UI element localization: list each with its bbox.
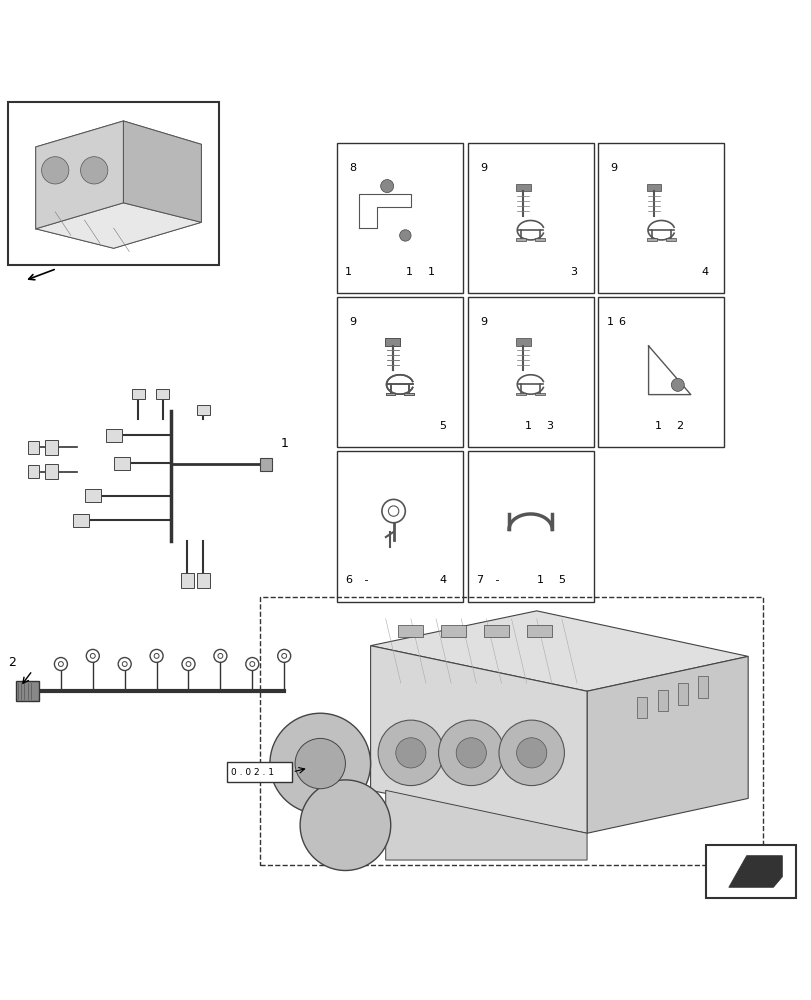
Text: 9: 9 bbox=[610, 163, 617, 173]
Bar bbox=[598, 297, 723, 447]
Bar bbox=[397, 625, 423, 637]
Circle shape bbox=[516, 738, 546, 768]
Polygon shape bbox=[385, 790, 586, 860]
Text: 7: 7 bbox=[475, 575, 483, 585]
Text: 8: 8 bbox=[349, 163, 356, 173]
Text: 1: 1 bbox=[524, 421, 530, 431]
Bar bbox=[697, 676, 707, 698]
Bar bbox=[646, 184, 660, 191]
Bar bbox=[196, 405, 209, 415]
Text: 6: 6 bbox=[618, 317, 625, 327]
Polygon shape bbox=[586, 656, 747, 833]
Bar bbox=[384, 338, 399, 346]
Text: 5: 5 bbox=[439, 421, 446, 431]
Bar bbox=[677, 683, 687, 705]
Bar bbox=[385, 393, 395, 395]
Bar bbox=[534, 238, 544, 241]
Text: 9: 9 bbox=[349, 317, 356, 327]
Text: 1: 1 bbox=[427, 267, 434, 277]
Polygon shape bbox=[370, 611, 747, 691]
Polygon shape bbox=[370, 646, 586, 833]
Bar bbox=[337, 297, 462, 447]
Bar bbox=[657, 690, 667, 711]
Polygon shape bbox=[728, 856, 782, 887]
Bar bbox=[45, 464, 58, 479]
Bar bbox=[85, 489, 101, 502]
Bar bbox=[706, 845, 795, 898]
Circle shape bbox=[41, 157, 69, 184]
Text: 1: 1 bbox=[280, 437, 288, 450]
Bar bbox=[196, 573, 209, 588]
Circle shape bbox=[671, 378, 684, 391]
Bar bbox=[516, 393, 526, 395]
Text: 1: 1 bbox=[406, 267, 413, 277]
Bar bbox=[440, 625, 466, 637]
Text: 6: 6 bbox=[345, 575, 352, 585]
Circle shape bbox=[378, 720, 443, 786]
Bar bbox=[156, 389, 169, 398]
Polygon shape bbox=[36, 203, 201, 248]
Bar bbox=[337, 143, 462, 293]
Text: 9: 9 bbox=[479, 317, 487, 327]
Bar bbox=[637, 697, 646, 718]
Bar bbox=[260, 597, 762, 865]
Bar bbox=[516, 184, 530, 191]
Text: 0 . 0 2 . 1: 0 . 0 2 . 1 bbox=[231, 768, 274, 777]
Bar bbox=[114, 457, 130, 470]
Text: -: - bbox=[491, 575, 499, 585]
Text: 2: 2 bbox=[676, 421, 683, 431]
Bar bbox=[516, 238, 526, 241]
Bar bbox=[526, 625, 551, 637]
Circle shape bbox=[456, 738, 486, 768]
Bar bbox=[73, 514, 89, 527]
Polygon shape bbox=[36, 121, 123, 229]
Bar bbox=[8, 102, 219, 265]
Bar bbox=[227, 762, 292, 782]
Circle shape bbox=[80, 157, 108, 184]
Bar bbox=[260, 458, 272, 471]
Bar bbox=[28, 441, 39, 454]
Bar bbox=[16, 681, 39, 701]
Circle shape bbox=[269, 713, 370, 814]
Bar bbox=[598, 143, 723, 293]
Text: 1: 1 bbox=[345, 267, 352, 277]
Circle shape bbox=[438, 720, 504, 786]
Bar bbox=[28, 465, 39, 478]
Text: -: - bbox=[361, 575, 368, 585]
Bar bbox=[131, 389, 144, 398]
Polygon shape bbox=[123, 121, 201, 222]
Text: 5: 5 bbox=[558, 575, 564, 585]
Bar bbox=[646, 238, 656, 241]
Circle shape bbox=[300, 780, 390, 871]
Bar bbox=[404, 393, 414, 395]
Bar bbox=[534, 393, 544, 395]
Bar bbox=[384, 338, 399, 346]
Bar bbox=[665, 238, 675, 241]
Bar bbox=[105, 429, 122, 442]
Text: 1: 1 bbox=[606, 317, 613, 327]
Bar bbox=[467, 451, 593, 601]
Bar bbox=[404, 393, 414, 395]
Circle shape bbox=[498, 720, 564, 786]
Bar bbox=[180, 573, 193, 588]
Bar bbox=[337, 451, 462, 601]
Text: 9: 9 bbox=[479, 163, 487, 173]
Text: 3: 3 bbox=[569, 267, 577, 277]
Bar bbox=[385, 393, 395, 395]
Circle shape bbox=[395, 738, 426, 768]
Circle shape bbox=[380, 180, 393, 193]
Bar bbox=[45, 440, 58, 455]
Text: 4: 4 bbox=[439, 575, 446, 585]
Circle shape bbox=[294, 738, 345, 789]
Bar bbox=[516, 338, 530, 346]
Bar bbox=[483, 625, 508, 637]
Text: 4: 4 bbox=[700, 267, 707, 277]
Text: 2: 2 bbox=[8, 656, 16, 669]
Text: 3: 3 bbox=[545, 421, 552, 431]
Text: 1: 1 bbox=[536, 575, 543, 585]
Circle shape bbox=[399, 230, 410, 241]
Bar bbox=[467, 143, 593, 293]
Bar bbox=[467, 297, 593, 447]
Text: 1: 1 bbox=[654, 421, 661, 431]
